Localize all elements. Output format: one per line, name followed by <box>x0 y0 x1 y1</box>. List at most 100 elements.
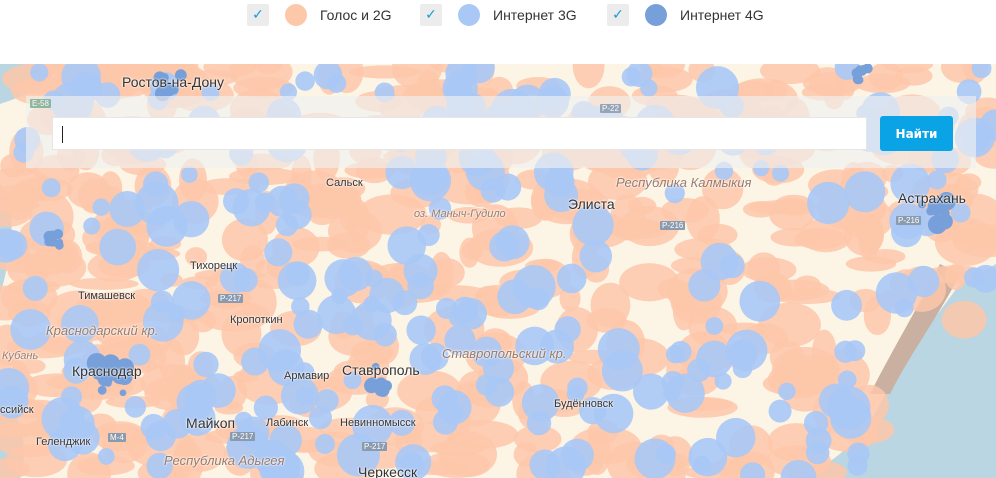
coverage-internet-3g <box>632 373 670 410</box>
coverage-voice-2g <box>293 183 362 215</box>
map-label-elista: Элиста <box>568 196 615 212</box>
coverage-internet-3g <box>527 287 550 311</box>
coverage-internet-3g <box>727 339 758 370</box>
coverage-internet-3g <box>315 389 339 413</box>
coverage-internet-4g <box>932 220 943 231</box>
map-label-kuban: Кубань <box>2 350 39 362</box>
legend-item-internet-3g[interactable]: ✓ Интернет 3G <box>420 4 577 26</box>
coverage-internet-3g <box>895 298 914 318</box>
checkbox-internet-3g[interactable]: ✓ <box>420 4 442 26</box>
coverage-internet-3g <box>97 448 115 465</box>
coverage-voice-2g <box>221 218 268 262</box>
coverage-internet-3g <box>146 452 173 478</box>
legend-item-voice-2g[interactable]: ✓ Голос и 2G <box>247 4 392 26</box>
coverage-voice-2g <box>627 196 657 215</box>
coverage-internet-3g <box>63 357 90 384</box>
coverage-internet-3g <box>407 272 434 300</box>
road-sign-r217: Р-217 <box>218 294 244 303</box>
legend-label: Интернет 4G <box>680 7 764 23</box>
coverage-voice-2g <box>762 371 823 396</box>
coverage-internet-4g <box>159 81 173 94</box>
coverage-voice-2g <box>447 420 519 449</box>
coverage-internet-3g <box>295 71 315 91</box>
coverage-internet-4g <box>917 200 927 209</box>
coverage-internet-3g <box>293 309 323 339</box>
coverage-internet-3g <box>61 64 101 97</box>
search-input[interactable] <box>52 117 867 150</box>
coverage-voice-2g <box>590 282 631 328</box>
coverage-internet-3g <box>655 444 676 465</box>
coverage-voice-2g <box>765 79 788 100</box>
coverage-internet-3g <box>266 185 298 218</box>
coverage-internet-3g <box>847 442 870 465</box>
coverage-internet-3g <box>406 315 436 345</box>
coverage-internet-3g <box>428 197 452 220</box>
coverage-internet-3g <box>201 373 236 408</box>
coverage-voice-2g <box>93 298 156 325</box>
coverage-voice-2g <box>955 173 982 192</box>
coverage-internet-3g <box>388 409 415 436</box>
road-sign-e58: Е-58 <box>30 99 51 108</box>
coverage-internet-3g <box>140 413 167 440</box>
coverage-internet-3g <box>844 340 866 362</box>
road-sign-r216: Р-216 <box>660 221 686 230</box>
coverage-internet-3g <box>529 449 561 478</box>
coverage-internet-3g <box>837 370 857 390</box>
coverage-internet-3g <box>223 188 250 215</box>
check-icon: ✓ <box>612 7 624 23</box>
coverage-internet-3g <box>951 202 971 223</box>
coverage-internet-3g <box>556 263 587 294</box>
text-caret <box>62 126 63 143</box>
coverage-voice-2g <box>701 167 744 210</box>
coverage-internet-3g <box>445 64 478 90</box>
checkbox-voice-2g[interactable]: ✓ <box>247 4 269 26</box>
coverage-internet-3g <box>484 377 515 407</box>
map-label-labinsk: Лабинск <box>266 417 309 429</box>
coverage-internet-4g <box>926 206 935 216</box>
search-panel: Найти <box>26 96 976 168</box>
coverage-internet-4g <box>104 379 112 387</box>
swatch-internet-4g <box>645 4 667 26</box>
coverage-internet-4g <box>115 358 135 377</box>
coverage-internet-3g <box>343 371 362 390</box>
coverage-voice-2g <box>158 339 186 384</box>
coverage-internet-4g <box>119 389 127 397</box>
coverage-internet-3g <box>803 410 829 436</box>
legend-item-internet-4g[interactable]: ✓ Интернет 4G <box>607 4 764 26</box>
coverage-voice-2g <box>0 422 37 437</box>
coverage-internet-3g <box>688 269 721 302</box>
legend-label: Интернет 3G <box>493 7 577 23</box>
coverage-voice-2g <box>197 300 270 332</box>
map-label-salsk: Сальск <box>326 177 363 189</box>
coverage-voice-2g <box>588 161 648 201</box>
coverage-internet-3g <box>83 217 101 235</box>
checkbox-internet-4g[interactable]: ✓ <box>607 4 629 26</box>
coverage-internet-4g <box>86 352 107 374</box>
coverage-internet-4g <box>97 385 107 395</box>
coverage-internet-3g <box>626 64 653 88</box>
coverage-internet-3g <box>99 228 137 266</box>
coverage-internet-3g <box>280 376 319 415</box>
coverage-internet-3g <box>664 183 685 204</box>
coverage-internet-3g <box>778 382 796 401</box>
coverage-internet-3g <box>30 64 49 82</box>
coverage-internet-3g <box>521 384 560 422</box>
check-icon: ✓ <box>252 7 264 23</box>
coverage-internet-3g <box>253 395 278 420</box>
coverage-internet-3g <box>317 294 357 334</box>
coverage-internet-3g <box>10 309 52 350</box>
coverage-voice-2g <box>793 275 821 296</box>
coverage-internet-3g <box>61 305 99 343</box>
map-label-timashevsk: Тимашевск <box>78 290 136 302</box>
coverage-internet-3g <box>264 238 293 267</box>
map-label-armavir: Армавир <box>284 370 330 382</box>
coverage-internet-4g <box>56 238 64 246</box>
coverage-voice-2g <box>868 64 903 91</box>
road-sign-r22: Р-22 <box>600 104 621 113</box>
coverage-voice-2g <box>950 227 996 247</box>
road-sign-r217-cherkessk: Р-217 <box>362 442 388 451</box>
coverage-internet-3g <box>313 64 343 90</box>
find-button[interactable]: Найти <box>880 116 953 151</box>
coverage-voice-2g <box>894 66 933 86</box>
coverage-internet-4g <box>935 195 953 213</box>
